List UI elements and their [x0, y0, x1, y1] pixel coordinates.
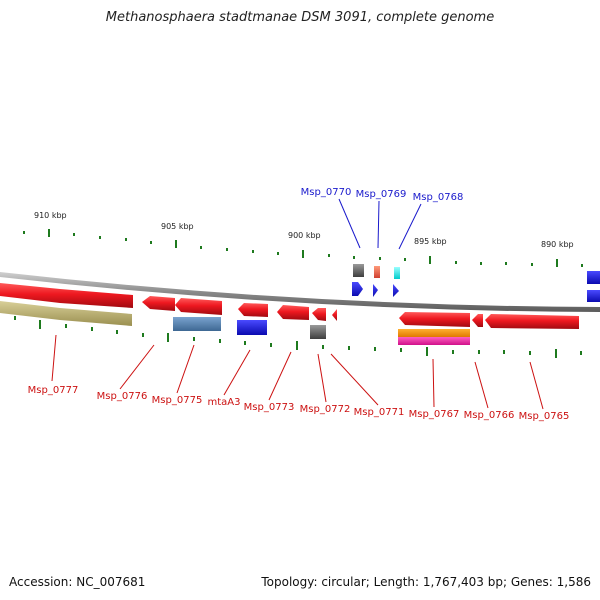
gene-label-msp0777[interactable]: Msp_0777	[28, 385, 79, 396]
length-text: Length: 1,767,403 bp	[373, 575, 503, 589]
genome-backbone	[0, 272, 600, 312]
gene-label-msp0769[interactable]: Msp_0769	[356, 189, 407, 200]
gene-arrow-mtaa3[interactable]	[238, 303, 268, 317]
gene-block-msp0769[interactable]	[374, 266, 380, 278]
scale-label-895: 895 kbp	[414, 237, 447, 246]
genes-count-text: Genes: 1,586	[510, 575, 591, 589]
gene-label-msp0766[interactable]: Msp_0766	[464, 410, 515, 421]
gene-edge-blue-lower[interactable]	[587, 290, 600, 302]
gene-arrow-msp0772[interactable]	[312, 308, 326, 321]
gene-label-msp0772[interactable]: Msp_0772	[300, 404, 351, 415]
gene-edge-blue-upper[interactable]	[587, 271, 600, 284]
gene-block-msp0775-steel[interactable]	[173, 317, 221, 331]
gene-block-msp0767-pink[interactable]	[398, 337, 470, 345]
gene-arrow-msp0777[interactable]	[0, 283, 133, 308]
gene-block-msp0768[interactable]	[394, 267, 400, 279]
reverse-leader-lines	[51, 334, 544, 410]
gene-block-msp0772-gray[interactable]	[310, 325, 326, 339]
gene-arrow-msp0775[interactable]	[175, 298, 222, 315]
gene-arrow-msp0773[interactable]	[277, 305, 309, 320]
gene-arrow-msp0771[interactable]	[332, 309, 337, 321]
gene-label-msp0770[interactable]: Msp_0770	[301, 187, 352, 198]
gene-block-msp0777-olive[interactable]	[0, 301, 132, 326]
gene-arrow-msp0768[interactable]	[393, 284, 399, 297]
gene-label-mtaa3[interactable]: mtaA3	[208, 397, 241, 408]
scale-label-905: 905 kbp	[161, 222, 194, 231]
gene-arrow-msp0765[interactable]	[485, 314, 579, 329]
lower-ticks	[14, 316, 582, 358]
map-title: Methanosphaera stadtmanae DSM 3091, comp…	[105, 10, 495, 25]
gene-label-msp0773[interactable]: Msp_0773	[244, 402, 295, 413]
accession-text: Accession: NC_007681	[9, 575, 146, 589]
gene-arrow-msp0769[interactable]	[373, 284, 378, 297]
scale-label-910: 910 kbp	[34, 211, 67, 220]
gene-label-msp0775[interactable]: Msp_0775	[152, 395, 203, 406]
genome-summary: Topology: circular; Length: 1,767,403 bp…	[261, 575, 591, 589]
gene-label-msp0767[interactable]: Msp_0767	[409, 409, 460, 420]
gene-label-msp0768[interactable]: Msp_0768	[413, 192, 464, 203]
forward-labels: Msp_0770 Msp_0769 Msp_0768	[301, 187, 464, 203]
scale-label-890: 890 kbp	[541, 240, 574, 249]
gene-label-msp0765[interactable]: Msp_0765	[519, 411, 570, 422]
topology-text: Topology: circular	[261, 575, 366, 589]
gene-label-msp0776[interactable]: Msp_0776	[97, 391, 148, 402]
gene-block-msp0770[interactable]	[353, 264, 364, 277]
forward-leader-lines	[338, 198, 422, 250]
gene-arrow-msp0767[interactable]	[399, 312, 470, 327]
gene-label-msp0771[interactable]: Msp_0771	[354, 407, 405, 418]
scale-label-900: 900 kbp	[288, 231, 321, 240]
reverse-strand-genes	[0, 283, 579, 345]
gene-arrow-msp0770[interactable]	[352, 282, 363, 296]
gene-block-mtaa3-blue[interactable]	[237, 320, 267, 335]
gene-arrow-msp0776[interactable]	[142, 296, 175, 311]
forward-strand-genes	[352, 264, 600, 302]
upper-ticks	[23, 229, 583, 267]
gene-block-msp0767-orange[interactable]	[398, 329, 470, 337]
gene-arrow-msp0766[interactable]	[472, 314, 483, 327]
reverse-labels: Msp_0777 Msp_0776 Msp_0775 mtaA3 Msp_077…	[28, 385, 570, 422]
